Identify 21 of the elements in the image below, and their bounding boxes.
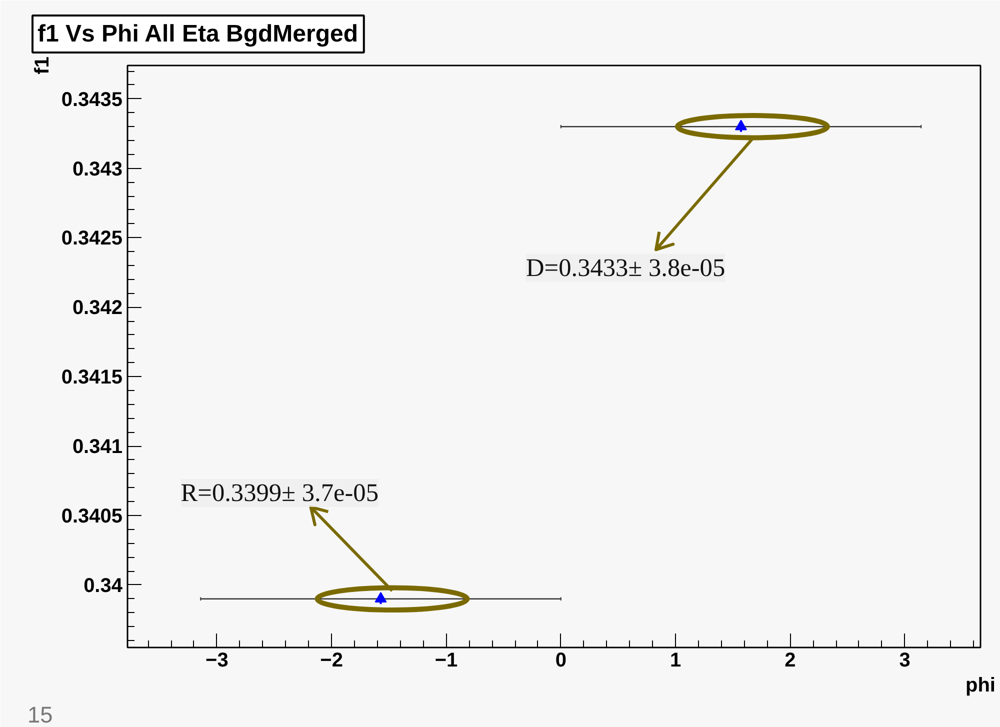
x-tick-label: 3 — [899, 650, 910, 672]
y-axis-title: f1 — [31, 56, 54, 74]
y-tick-label: 0.341 — [72, 436, 123, 458]
x-axis-title: phi — [966, 674, 996, 696]
x-tick-label: 1 — [670, 650, 682, 672]
chart-title: f1 Vs Phi All Eta BgdMerged — [38, 20, 358, 48]
x-tick-label: −2 — [320, 650, 343, 672]
y-tick-label: 0.3435 — [61, 88, 122, 111]
x-tick-label: −1 — [434, 650, 458, 672]
x-tick-label: 2 — [784, 650, 796, 672]
y-tick-label: 0.3415 — [61, 366, 122, 389]
annotation: D=0.3433± 3.8e-05 — [526, 254, 726, 282]
x-tick-label: −3 — [206, 650, 228, 672]
y-tick-label: 0.343 — [72, 158, 123, 180]
y-tick-label: 0.3425 — [61, 228, 122, 250]
text: 15 — [28, 702, 53, 727]
y-tick-label: 0.342 — [72, 297, 123, 320]
y-tick-label: 0.34 — [84, 574, 124, 597]
y-tick-label: 0.3405 — [61, 506, 122, 528]
annotation: R=0.3399± 3.7e-05 — [180, 478, 378, 507]
x-tick-label: 0 — [555, 650, 566, 672]
